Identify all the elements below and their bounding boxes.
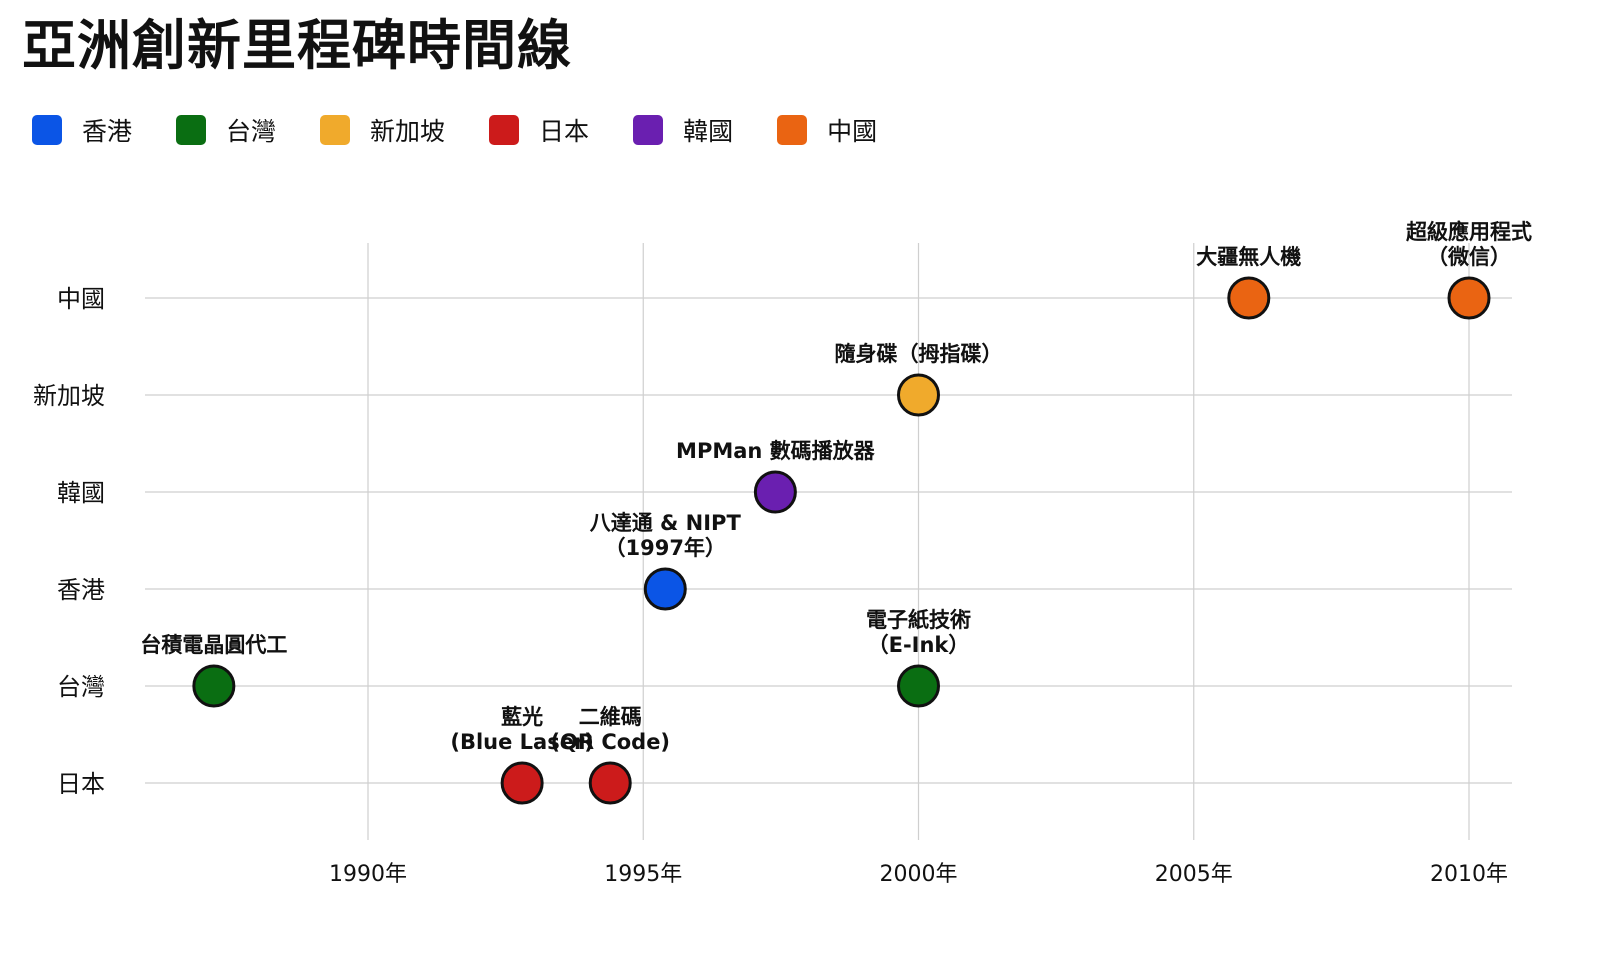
data-label: 藍光 xyxy=(501,705,543,729)
data-label: 電子紙技術 xyxy=(866,608,971,632)
legend-label: 新加坡 xyxy=(370,117,446,146)
data-point xyxy=(1227,276,1271,320)
legend-swatch xyxy=(320,115,351,145)
legend-label: 日本 xyxy=(539,117,590,146)
y-tick-label: 日本 xyxy=(57,770,105,798)
data-point xyxy=(500,761,544,805)
data-point xyxy=(1447,276,1491,320)
y-tick-label: 新加坡 xyxy=(33,382,105,410)
data-label: 八達通 & NIPT xyxy=(590,511,742,535)
legend-swatch xyxy=(489,115,520,145)
chart-title: 亞洲創新里程碑時間線 xyxy=(22,14,572,77)
y-tick-label: 中國 xyxy=(57,285,105,313)
data-label: (Blue Laser) xyxy=(450,730,594,754)
data-label: （1997年） xyxy=(605,536,726,560)
legend-swatch xyxy=(32,115,62,145)
data-point xyxy=(753,470,797,514)
data-label: (QR Code) xyxy=(550,730,670,754)
y-tick-label: 香港 xyxy=(57,576,105,604)
data-point xyxy=(897,664,940,708)
legend-item: 香港 xyxy=(32,112,132,148)
x-tick-label: 2005年 xyxy=(1155,862,1233,887)
x-tick-label: 2000年 xyxy=(880,862,958,887)
data-point xyxy=(897,373,940,417)
x-tick-label: 1995年 xyxy=(604,862,682,887)
x-tick-label: 2010年 xyxy=(1430,862,1508,887)
data-label: MPMan 數碼播放器 xyxy=(676,439,876,463)
legend-label: 台灣 xyxy=(226,117,277,146)
legend-item: 新加坡 xyxy=(320,112,445,148)
legend-swatch xyxy=(176,115,207,145)
y-tick-label: 台灣 xyxy=(57,673,105,701)
legend-label: 香港 xyxy=(82,117,133,146)
legend-swatch xyxy=(777,115,808,145)
legend-item: 韓國 xyxy=(633,112,733,148)
legend-swatch xyxy=(633,115,664,145)
legend-item: 台灣 xyxy=(176,112,276,148)
data-label: （E-Ink） xyxy=(868,633,970,657)
data-label: 隨身碟（拇指碟） xyxy=(835,342,1003,366)
legend: 香港 台灣 新加坡 日本 韓國 中國 xyxy=(32,112,921,148)
legend-label: 韓國 xyxy=(683,117,734,146)
data-label: 超級應用程式 xyxy=(1406,220,1532,244)
data-label: （微信） xyxy=(1427,245,1511,269)
y-tick-label: 韓國 xyxy=(57,479,105,507)
legend-label: 中國 xyxy=(827,117,878,146)
legend-item: 日本 xyxy=(489,112,589,148)
x-tick-label: 1990年 xyxy=(329,862,407,887)
data-label: 大疆無人機 xyxy=(1196,245,1301,269)
data-point xyxy=(588,761,632,805)
data-label: 台積電晶圓代工 xyxy=(140,633,287,657)
data-label: 二維碼 xyxy=(579,705,642,729)
data-point xyxy=(192,664,236,708)
legend-item: 中國 xyxy=(777,112,877,148)
data-point xyxy=(643,567,687,611)
